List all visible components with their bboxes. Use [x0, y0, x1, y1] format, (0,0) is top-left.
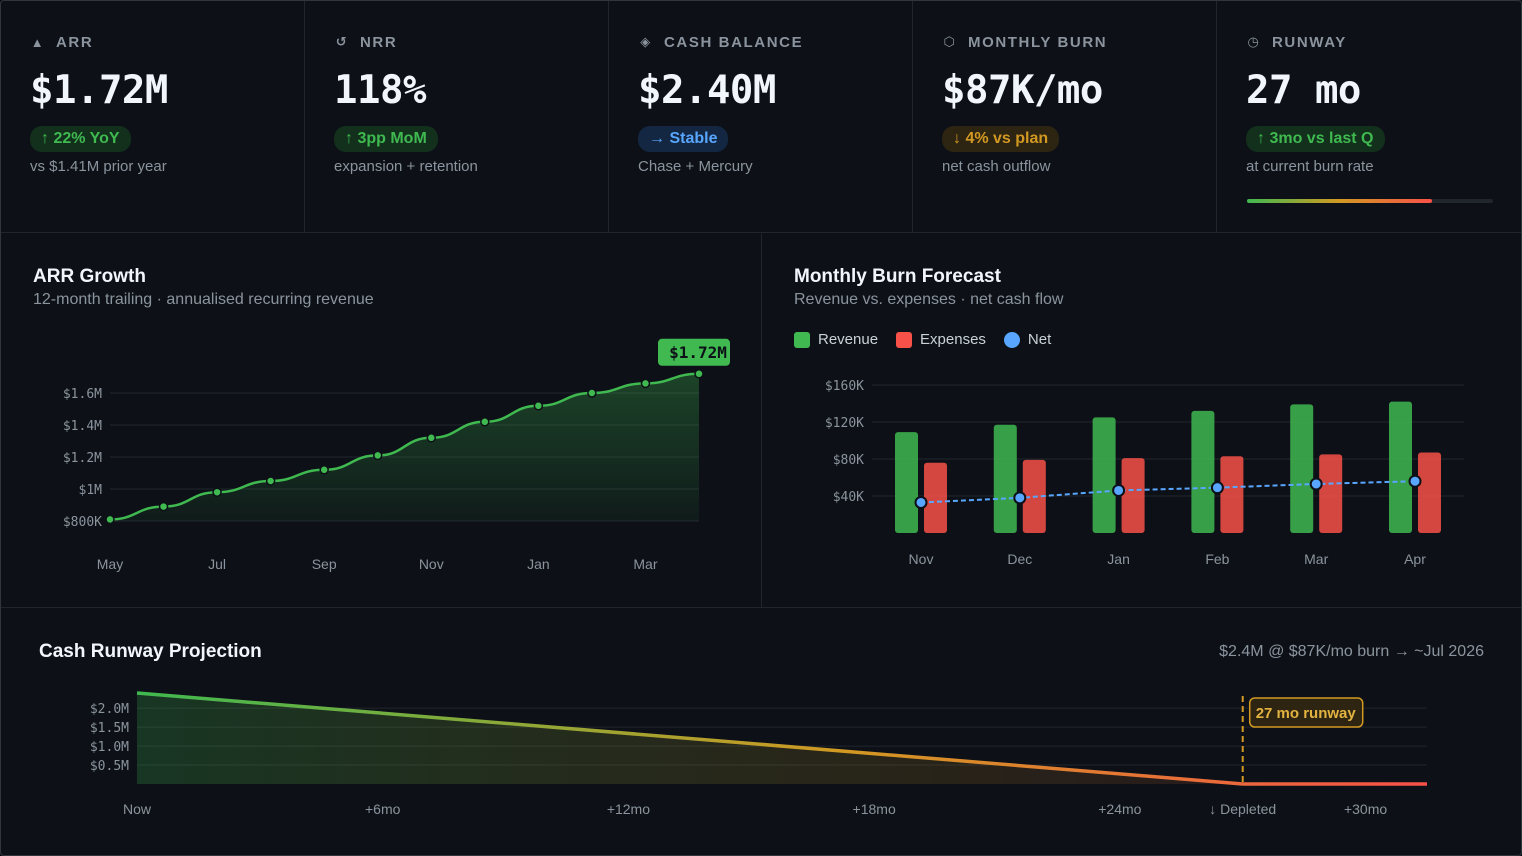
y-tick-label: $0.5M: [90, 759, 129, 774]
revenue-bar: [1290, 404, 1313, 533]
x-tick-label: Mar: [1304, 551, 1328, 567]
data-point: [534, 402, 542, 410]
y-tick-label: $800K: [63, 515, 102, 530]
x-tick-label: Feb: [1205, 551, 1229, 567]
revenue-bar: [994, 425, 1017, 533]
x-tick-label: +24mo: [1098, 801, 1141, 817]
depleted-label: ↓ Depleted: [1209, 801, 1276, 817]
y-tick-label: $1.5M: [90, 721, 129, 736]
data-point: [695, 370, 703, 378]
data-point: [481, 418, 489, 426]
charts-svg: $800K $1M $1.2M $1.4M $1.6M May Jul Sep Nov Jan Ma…: [0, 0, 1522, 856]
data-point: [641, 379, 649, 387]
data-point: [213, 488, 221, 496]
x-tick-label: Jul: [208, 556, 226, 572]
expenses-bar: [1122, 458, 1145, 533]
expenses-bar: [1319, 454, 1342, 533]
x-tick-label: Mar: [633, 556, 657, 572]
data-point: [588, 389, 596, 397]
y-tick-label: $1.2M: [63, 451, 102, 466]
burn-forecast-chart: $40K $80K $120K $160K Nov Dec Jan Feb Mar Apr: [825, 379, 1464, 567]
revenue-bar: [1191, 411, 1214, 533]
x-tick-label: Jan: [527, 556, 550, 572]
x-tick-label: +6mo: [365, 801, 401, 817]
revenue-bar: [1093, 417, 1116, 533]
net-point: [1410, 476, 1421, 487]
expenses-bar: [1220, 456, 1243, 533]
x-tick-label: Jan: [1107, 551, 1130, 567]
runway-callout-label: 27 mo runway: [1256, 705, 1357, 722]
expenses-bar: [1418, 453, 1441, 533]
x-tick-label: +30mo: [1344, 801, 1387, 817]
net-point: [1113, 485, 1124, 496]
cash-area: [137, 693, 1427, 784]
data-point: [374, 451, 382, 459]
y-tick-label: $2.0M: [90, 702, 129, 717]
data-point: [427, 434, 435, 442]
x-tick-label: Sep: [312, 556, 337, 572]
net-point: [1014, 492, 1025, 503]
x-tick-label: +12mo: [607, 801, 650, 817]
x-tick-label: +18mo: [853, 801, 896, 817]
y-tick-label: $1M: [79, 483, 103, 498]
x-tick-label: Dec: [1007, 551, 1032, 567]
x-tick-label: May: [97, 556, 123, 572]
cash-runway-chart: $0.5M $1.0M $1.5M $2.0M Now +6mo +12mo +18mo +24…: [90, 693, 1427, 817]
x-tick-label: Now: [123, 801, 152, 817]
y-tick-label: $1.6M: [63, 387, 102, 402]
y-tick-label: $80K: [833, 453, 864, 468]
data-point: [160, 503, 168, 511]
y-tick-label: $1.4M: [63, 419, 102, 434]
y-tick-label: $1.0M: [90, 740, 129, 755]
data-point: [106, 515, 114, 523]
y-tick-label: $40K: [833, 490, 864, 505]
data-point: [320, 466, 328, 474]
y-tick-label: $160K: [825, 379, 864, 394]
x-tick-label: Nov: [909, 551, 934, 567]
revenue-bar: [1389, 402, 1412, 533]
revenue-bar: [895, 432, 918, 533]
net-point: [1311, 478, 1322, 489]
x-tick-label: Nov: [419, 556, 444, 572]
net-point: [1212, 482, 1223, 493]
arr-growth-chart: $800K $1M $1.2M $1.4M $1.6M May Jul Sep Nov Jan Ma…: [63, 339, 730, 572]
callout-label: $1.72M: [669, 343, 727, 362]
y-tick-label: $120K: [825, 416, 864, 431]
data-point: [267, 477, 275, 485]
net-point: [916, 497, 927, 508]
x-tick-label: Apr: [1404, 551, 1426, 567]
expenses-bar: [924, 463, 947, 533]
